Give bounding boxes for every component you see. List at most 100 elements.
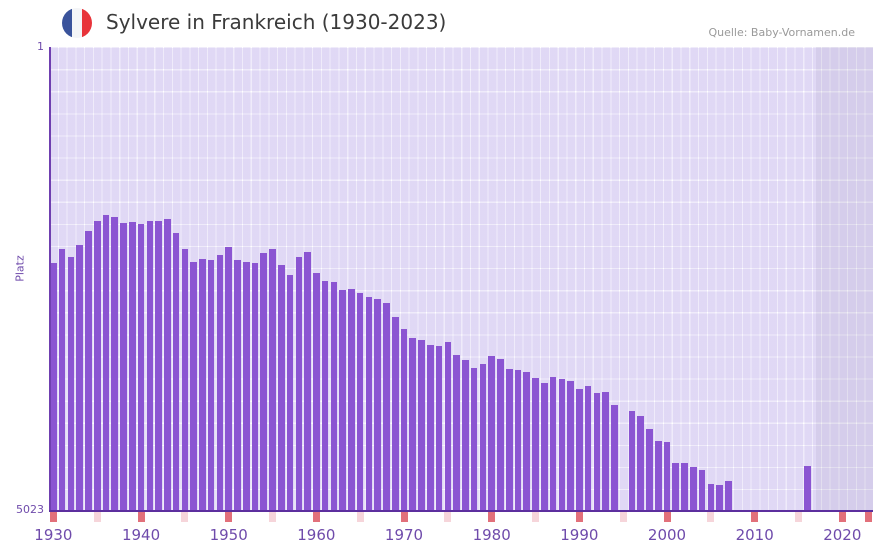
bar — [532, 378, 539, 511]
bar — [514, 370, 522, 511]
x-axis-tick-label: 1930 — [34, 526, 73, 544]
bar — [321, 281, 329, 511]
x-axis-tick-major — [312, 512, 320, 522]
bar — [462, 360, 469, 511]
bar — [172, 233, 180, 511]
bar — [497, 359, 504, 511]
x-axis-tick-major — [49, 512, 57, 522]
france-flag-circle-icon — [62, 8, 92, 38]
bar — [689, 467, 697, 511]
forecast-shaded-band — [816, 47, 873, 511]
bar — [216, 255, 224, 511]
x-axis-tick-label: 1950 — [209, 526, 248, 544]
bar — [453, 355, 460, 511]
y-axis-title: Platz — [13, 255, 27, 282]
bar — [654, 441, 662, 511]
bar — [190, 262, 197, 511]
bar — [50, 263, 57, 511]
bar — [374, 299, 382, 511]
bar — [58, 249, 66, 511]
x-axis-tick-minor — [93, 512, 101, 522]
bar — [85, 231, 92, 511]
bar — [76, 245, 83, 511]
x-axis-tick-label: 1960 — [297, 526, 336, 544]
bar — [242, 262, 250, 511]
bar — [646, 429, 653, 511]
x-axis-tick-minor — [444, 512, 452, 522]
bar — [207, 260, 215, 511]
bar — [120, 223, 127, 511]
bar — [295, 257, 303, 511]
x-axis-line — [49, 510, 873, 512]
flag-stripe-blue — [62, 8, 72, 38]
bar — [803, 466, 811, 511]
bar — [260, 253, 268, 511]
bar — [128, 222, 136, 511]
bar — [593, 393, 601, 511]
x-axis-tick-label: 1940 — [121, 526, 161, 544]
bar — [339, 290, 346, 511]
bar — [356, 293, 364, 511]
bar — [234, 260, 241, 511]
bar — [672, 463, 680, 511]
bar — [637, 416, 644, 511]
flag-stripe-white — [71, 8, 82, 38]
x-axis-tick-major — [488, 512, 496, 522]
bar — [505, 369, 513, 511]
bar — [576, 389, 583, 511]
bar — [602, 392, 609, 511]
x-axis-tick-major — [751, 512, 759, 522]
bar — [716, 485, 723, 511]
x-axis-tick-label: 2000 — [647, 526, 687, 544]
bar — [313, 273, 320, 511]
x-axis-tick-minor — [356, 512, 364, 522]
bar — [488, 356, 495, 511]
x-axis-tick-major — [137, 512, 145, 522]
x-axis-tick-major — [865, 512, 873, 522]
y-axis-tick-label-bottom: 5023 — [16, 503, 44, 516]
x-axis-tick-minor — [532, 512, 539, 522]
bar — [611, 405, 618, 511]
source-attribution: Quelle: Baby-Vornamen.de — [708, 26, 855, 39]
bar — [444, 342, 452, 511]
bar — [725, 481, 732, 511]
plot-area — [49, 47, 873, 511]
x-axis-tick-minor — [794, 512, 802, 522]
bar — [269, 249, 276, 511]
bar — [181, 249, 189, 511]
bar — [479, 364, 487, 511]
x-axis-tick-label: 1970 — [384, 526, 424, 544]
bar — [681, 463, 688, 511]
bar — [584, 386, 592, 511]
bar — [383, 303, 390, 511]
x-axis-tick-minor — [619, 512, 627, 522]
x-axis-tick-minor — [269, 512, 277, 522]
bar — [400, 329, 408, 511]
bar — [102, 215, 110, 511]
x-axis-tick-major — [575, 512, 583, 522]
bar — [540, 383, 548, 511]
bar — [137, 224, 145, 511]
y-axis-line — [49, 47, 51, 511]
bar — [391, 317, 399, 511]
chart-header: Sylvere in Frankreich (1930-2023) Quelle… — [0, 0, 873, 47]
bar — [707, 484, 715, 511]
x-axis-tick-label: 2020 — [823, 526, 862, 544]
x-axis-tick-major — [838, 512, 846, 522]
bar — [286, 275, 294, 511]
x-axis-tick-labels: 1930 1940 1950 1960 1970 1980 1990 2000 2010 2020 — [0, 526, 873, 548]
bar — [663, 442, 671, 511]
bar — [628, 411, 636, 511]
x-axis-tick-label: 1980 — [472, 526, 511, 544]
bar — [567, 381, 574, 511]
bar — [427, 345, 434, 511]
bar — [199, 259, 206, 511]
bar — [365, 297, 373, 511]
bar — [155, 221, 162, 511]
bar — [67, 257, 75, 511]
x-axis-tick-label: 1990 — [560, 526, 599, 544]
bar — [277, 265, 285, 511]
bar — [523, 372, 531, 511]
bar — [470, 368, 478, 511]
bar — [435, 346, 443, 511]
